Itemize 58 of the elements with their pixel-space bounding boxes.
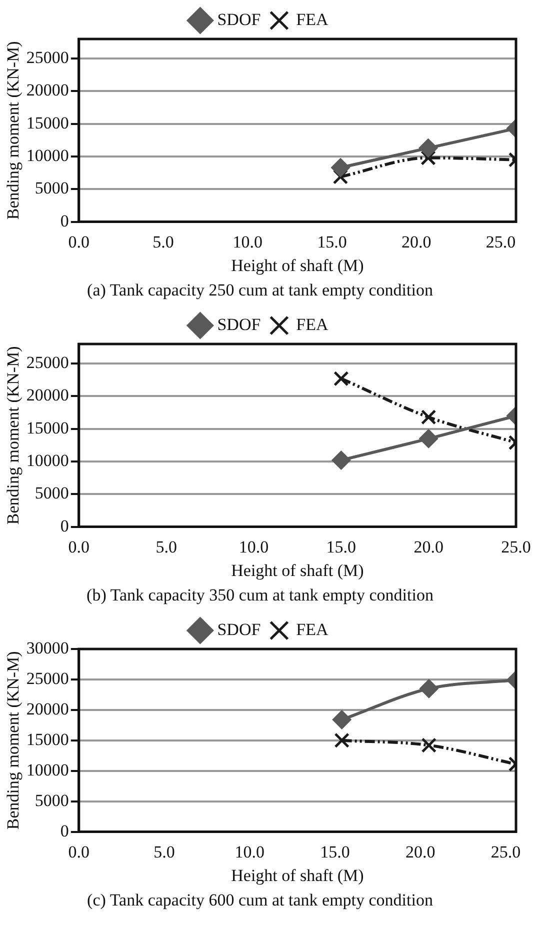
- x-tick-label: 25.0: [501, 537, 531, 556]
- y-tick-label: 20000: [26, 699, 69, 718]
- x-axis-title: Height of shaft (M): [231, 560, 364, 580]
- point: [332, 169, 348, 184]
- y-tick-label: 25000: [26, 48, 69, 68]
- x-tick-label: 10.0: [238, 537, 269, 556]
- legend-label: FEA: [296, 314, 330, 334]
- x-tick-label: 5.0: [156, 537, 177, 556]
- y-tick-label: 20000: [26, 80, 69, 100]
- y-tick-label: 15000: [26, 730, 69, 749]
- x-tick-label: 0.0: [68, 232, 90, 252]
- legend-label: SDOF: [217, 10, 261, 29]
- y-tick-label: 10000: [26, 146, 69, 165]
- y-tick-label: 5000: [34, 178, 69, 198]
- legend-label: SDOF: [217, 314, 261, 334]
- point: [334, 370, 349, 386]
- x-tick-label: 20.0: [414, 537, 444, 556]
- x-tick-label: 0.0: [68, 537, 90, 556]
- x-tick-label: 25.0: [486, 232, 516, 252]
- y-axis-title: Bending moment (KN-M): [4, 651, 23, 830]
- text: (b) Tank capacity 350 cum at tank empty condition: [86, 585, 434, 604]
- y-tick-label: 15000: [26, 418, 69, 438]
- y-tick-label: 0: [60, 821, 69, 840]
- y-tick-label: 30000: [26, 638, 69, 658]
- x-tick-label: 25.0: [490, 842, 521, 862]
- y-tick-label: 10000: [26, 450, 69, 470]
- x-axis-title: Height of shaft (M): [231, 256, 364, 275]
- x-tick-label: 5.0: [154, 842, 175, 862]
- legend-label: FEA: [296, 10, 330, 29]
- x-tick-label: 20.0: [406, 842, 436, 862]
- y-axis-title: Bending moment (KN-M): [4, 346, 23, 525]
- x-tick-label: 20.0: [402, 232, 432, 252]
- x-tick-label: 15.0: [320, 842, 350, 862]
- y-tick-label: 15000: [26, 113, 69, 132]
- y-axis-title: Bending moment (KN-M): [4, 41, 23, 220]
- y-tick-label: 0: [60, 516, 69, 536]
- point: [332, 450, 350, 470]
- x-tick-label: 10.0: [232, 232, 263, 252]
- point: [334, 732, 350, 748]
- point: [331, 158, 350, 177]
- legend-label: SDOF: [217, 620, 261, 639]
- x-tick-label: 10.0: [234, 842, 265, 862]
- legend-label: FEA: [296, 620, 330, 639]
- y-tick-label: 20000: [26, 386, 69, 405]
- x-tick-label: 15.0: [317, 232, 347, 252]
- text: (a) Tank capacity 250 cum at tank empty condition: [87, 280, 434, 300]
- y-tick-label: 0: [60, 211, 69, 230]
- point: [332, 710, 352, 729]
- y-tick-label: 5000: [34, 790, 69, 810]
- x-tick-label: 0.0: [68, 842, 90, 862]
- y-tick-label: 5000: [34, 484, 69, 503]
- y-tick-label: 25000: [26, 353, 69, 372]
- y-tick-label: 25000: [26, 668, 69, 688]
- x-axis-title: Height of shaft (M): [231, 866, 364, 885]
- text: (c) Tank capacity 600 cum at tank empty condition: [87, 890, 434, 910]
- y-tick-label: 10000: [26, 760, 69, 780]
- x-tick-label: 5.0: [152, 232, 174, 252]
- x-tick-label: 15.0: [326, 537, 356, 556]
